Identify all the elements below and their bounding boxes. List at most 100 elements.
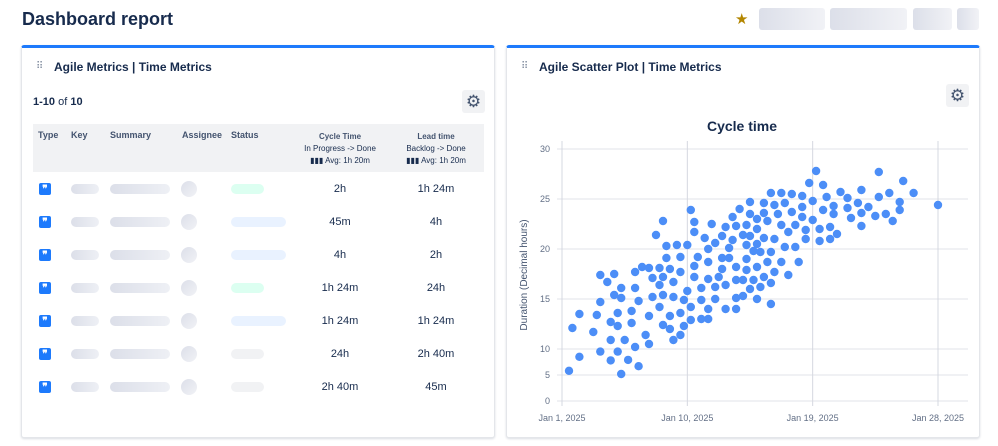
- table-row[interactable]: ❞ 24h 2h 40m: [33, 338, 484, 371]
- scatter-point[interactable]: [798, 191, 807, 201]
- scatter-point[interactable]: [815, 236, 824, 246]
- scatter-point[interactable]: [676, 330, 685, 340]
- col-status[interactable]: Status: [231, 130, 259, 140]
- scatter-point[interactable]: [829, 209, 838, 219]
- scatter-point[interactable]: [770, 267, 779, 277]
- scatter-point[interactable]: [575, 352, 584, 361]
- scatter-point[interactable]: [655, 302, 664, 312]
- scatter-point[interactable]: [617, 283, 626, 293]
- scatter-point[interactable]: [825, 222, 835, 232]
- scatter-point[interactable]: [651, 230, 661, 240]
- scatter-point[interactable]: [717, 231, 727, 241]
- scatter-point[interactable]: [721, 304, 730, 314]
- scatter-point[interactable]: [738, 291, 748, 301]
- scatter-point[interactable]: [745, 197, 755, 207]
- scatter-point[interactable]: [697, 295, 706, 305]
- scatter-point[interactable]: [644, 311, 654, 321]
- scatter-point[interactable]: [627, 318, 636, 328]
- scatter-point[interactable]: [655, 280, 664, 290]
- scatter-point[interactable]: [766, 188, 776, 198]
- scatter-point[interactable]: [620, 335, 629, 345]
- scatter-point[interactable]: [711, 282, 720, 292]
- scatter-point[interactable]: [589, 327, 598, 337]
- header-action-placeholder[interactable]: [913, 8, 952, 30]
- scatter-point[interactable]: [794, 257, 803, 267]
- scatter-point[interactable]: [683, 286, 692, 296]
- scatter-point[interactable]: [690, 272, 699, 282]
- scatter-point[interactable]: [613, 347, 622, 356]
- scatter-point[interactable]: [742, 254, 751, 264]
- scatter-point[interactable]: [864, 202, 873, 212]
- scatter-point[interactable]: [669, 277, 678, 287]
- scatter-point[interactable]: [679, 321, 689, 331]
- scatter-point[interactable]: [711, 238, 720, 248]
- scatter-point[interactable]: [724, 253, 734, 263]
- scatter-point[interactable]: [798, 212, 807, 222]
- scatter-point[interactable]: [895, 197, 904, 207]
- scatter-point[interactable]: [575, 309, 584, 319]
- scatter-point[interactable]: [693, 252, 702, 262]
- scatter-point[interactable]: [676, 252, 685, 262]
- star-icon[interactable]: ★: [735, 11, 749, 28]
- scatter-point[interactable]: [669, 335, 678, 345]
- drag-handle-icon[interactable]: ⠿: [521, 61, 528, 72]
- scatter-point[interactable]: [888, 216, 897, 226]
- scatter-point[interactable]: [909, 188, 918, 198]
- scatter-point[interactable]: [697, 283, 706, 293]
- scatter-point[interactable]: [731, 275, 741, 285]
- scatter-point[interactable]: [676, 308, 685, 318]
- scatter-point[interactable]: [658, 320, 668, 330]
- scatter-point[interactable]: [857, 208, 866, 218]
- col-cycle-time[interactable]: Cycle Time In Progress -> Done ▮▮▮ Avg: …: [304, 132, 376, 165]
- scatter-point[interactable]: [665, 324, 675, 334]
- scatter-point[interactable]: [731, 293, 741, 303]
- col-key[interactable]: Key: [71, 130, 88, 140]
- key-placeholder[interactable]: [71, 316, 99, 326]
- scatter-point[interactable]: [752, 294, 762, 304]
- scatter-point[interactable]: [784, 270, 793, 280]
- scatter-point[interactable]: [745, 231, 755, 241]
- scatter-point[interactable]: [669, 292, 678, 302]
- scatter-point[interactable]: [749, 246, 758, 256]
- scatter-point[interactable]: [634, 296, 643, 306]
- scatter-point[interactable]: [564, 366, 574, 375]
- scatter-point[interactable]: [899, 176, 908, 186]
- scatter-point[interactable]: [801, 234, 810, 244]
- header-action-placeholder[interactable]: [759, 8, 825, 30]
- scatter-point[interactable]: [704, 274, 713, 284]
- scatter-point[interactable]: [881, 209, 890, 219]
- scatter-point[interactable]: [655, 263, 664, 273]
- scatter-point[interactable]: [818, 180, 828, 190]
- scatter-point[interactable]: [634, 362, 643, 371]
- scatter-point[interactable]: [770, 200, 779, 210]
- scatter-point[interactable]: [798, 202, 807, 212]
- key-placeholder[interactable]: [71, 349, 99, 359]
- scatter-point[interactable]: [627, 306, 636, 316]
- scatter-point[interactable]: [690, 261, 699, 271]
- scatter-point[interactable]: [885, 188, 894, 198]
- scatter-point[interactable]: [690, 227, 699, 237]
- table-row[interactable]: ❞ 1h 24m 1h 24m: [33, 305, 484, 338]
- scatter-point[interactable]: [648, 273, 657, 283]
- scatter-point[interactable]: [596, 270, 605, 280]
- scatter-point[interactable]: [756, 247, 765, 257]
- drag-handle-icon[interactable]: ⠿: [36, 61, 43, 72]
- scatter-point[interactable]: [874, 192, 883, 202]
- scatter-point[interactable]: [717, 264, 727, 274]
- scatter-point[interactable]: [731, 221, 741, 231]
- scatter-point[interactable]: [665, 264, 675, 274]
- scatter-point[interactable]: [801, 225, 810, 235]
- scatter-point[interactable]: [606, 356, 615, 365]
- scatter-point[interactable]: [752, 224, 762, 234]
- scatter-point[interactable]: [829, 201, 838, 211]
- scatter-point[interactable]: [686, 302, 695, 312]
- scatter-point[interactable]: [623, 355, 633, 365]
- scatter-point[interactable]: [641, 330, 650, 340]
- scatter-point[interactable]: [700, 233, 709, 243]
- scatter-point[interactable]: [637, 262, 647, 272]
- scatter-point[interactable]: [683, 240, 692, 250]
- scatter-point[interactable]: [717, 253, 727, 263]
- scatter-point[interactable]: [617, 293, 626, 303]
- scatter-point[interactable]: [658, 216, 668, 226]
- col-type[interactable]: Type: [38, 130, 59, 140]
